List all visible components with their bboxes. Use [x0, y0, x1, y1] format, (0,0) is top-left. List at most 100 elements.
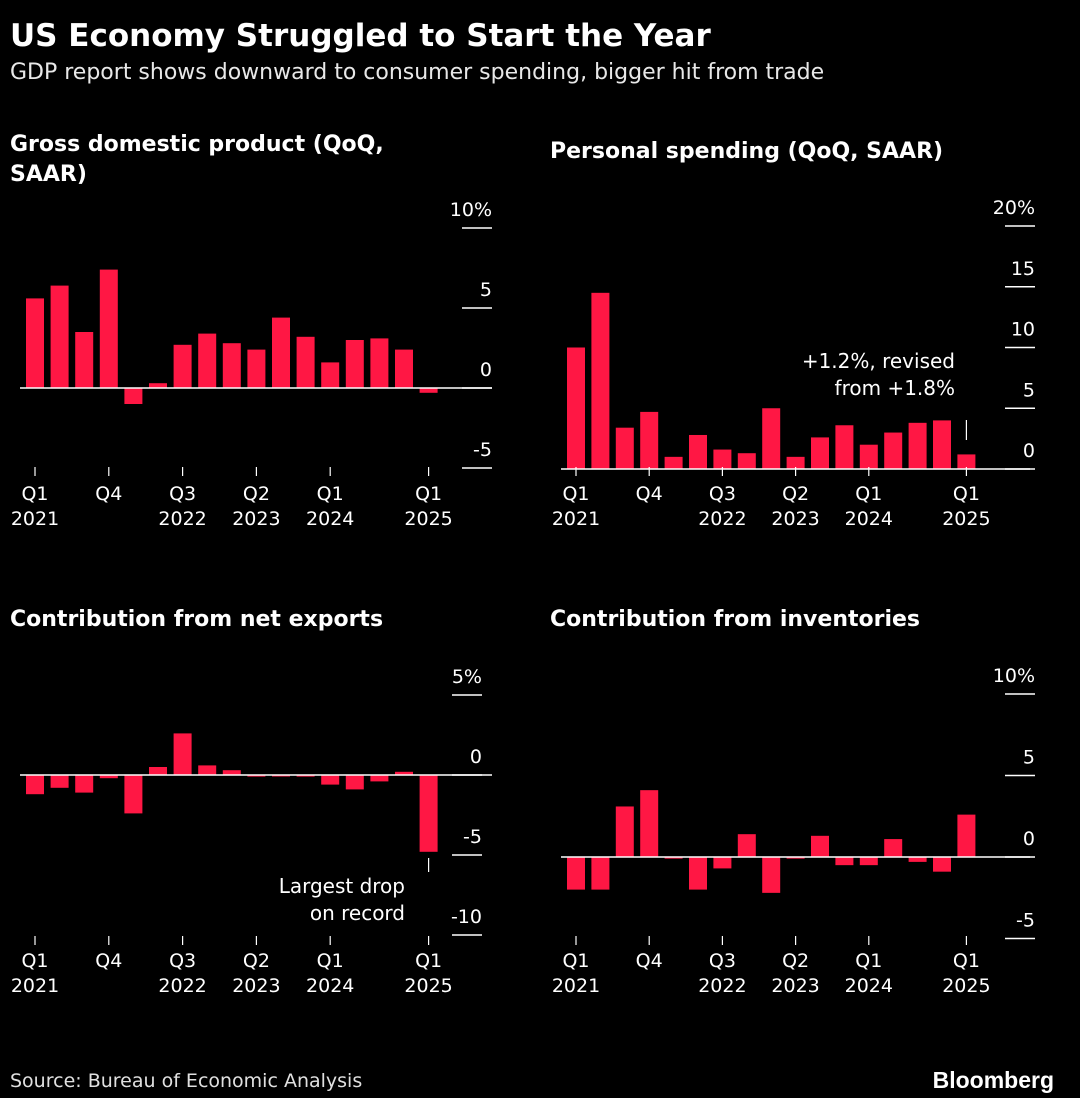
net-exports-ytick-label: 0: [470, 746, 482, 768]
gdp-bar: [50, 285, 69, 388]
gdp-bar: [296, 336, 315, 388]
spending-annotation: from +1.8%: [835, 376, 955, 400]
spending-xtick-label: 2022: [698, 508, 746, 530]
spending-xtick-label: 2025: [942, 508, 990, 530]
spending-bar: [664, 456, 683, 469]
gdp-bar: [149, 383, 167, 388]
net-exports-bar: [124, 775, 143, 814]
gdp-bar: [222, 343, 241, 388]
inventories-bar: [957, 814, 976, 857]
gdp-bar: [198, 333, 217, 388]
net-exports-bar: [247, 775, 266, 777]
spending-ytick-label: 15: [1011, 258, 1035, 280]
inventories-xtick-label: 2022: [698, 975, 746, 997]
gdp-xtick-label: Q4: [95, 483, 122, 505]
net-exports-xtick-label: Q1: [415, 950, 442, 972]
gdp-xtick-label: 2025: [404, 508, 452, 530]
inventories-bar: [567, 857, 585, 890]
gdp-bar: [419, 388, 438, 393]
net-exports-bar: [321, 775, 340, 785]
inventories-xtick-label: Q4: [636, 950, 663, 972]
gdp-title: Gross domestic product (QoQ,: [10, 132, 384, 157]
gdp-bar: [124, 388, 143, 404]
spending-bar: [908, 422, 927, 469]
gdp-ytick-label: 5: [480, 279, 492, 301]
inventories-bar: [933, 857, 951, 872]
gdp-bar: [370, 338, 389, 388]
gdp-xtick-label: Q1: [415, 483, 442, 505]
gdp-bar: [75, 332, 94, 388]
inventories-ytick-label: 10%: [993, 665, 1035, 687]
net-exports-bar: [50, 775, 69, 788]
spending-xtick-label: 2023: [771, 508, 819, 530]
spending-xtick-label: Q2: [782, 483, 809, 505]
inventories-xtick-label: 2024: [845, 975, 893, 997]
spending-bar: [786, 456, 805, 469]
inventories-bar: [908, 857, 927, 862]
net-exports-bar: [370, 775, 389, 782]
net-exports-bar: [75, 775, 94, 793]
inventories-bar: [762, 857, 781, 893]
gdp-xtick-label: 2021: [11, 508, 59, 530]
gdp-xtick-label: 2024: [306, 508, 354, 530]
spending-xtick-label: Q3: [709, 483, 736, 505]
gdp-bar: [395, 349, 413, 388]
spending-chart: Personal spending (QoQ, SAAR) 0 5 10 15 20% Q1…: [550, 139, 1035, 530]
net-exports-bar: [296, 775, 315, 777]
spending-bar: [689, 434, 707, 469]
inventories-bar: [615, 806, 634, 857]
inventories-ytick-label: 0: [1023, 828, 1035, 850]
net-exports-bar: [395, 771, 413, 775]
spending-ytick-label: 20%: [993, 197, 1035, 219]
inventories-bar: [664, 857, 683, 859]
inventories-bar: [591, 857, 610, 890]
net-exports-xtick-label: 2025: [404, 975, 452, 997]
spending-ytick-label: 10: [1011, 319, 1035, 341]
net-exports-bar: [419, 775, 438, 852]
inventories-xtick-label: 2025: [942, 975, 990, 997]
spending-bar: [762, 408, 781, 469]
spending-bar: [615, 427, 634, 469]
spending-xtick-label: Q1: [562, 483, 589, 505]
inventories-bar: [640, 790, 659, 857]
gdp-chart: Gross domestic product (QoQ, SAAR) -5 0 5 10%…: [10, 132, 492, 530]
spending-title: Personal spending (QoQ, SAAR): [550, 139, 943, 164]
inventories-chart: Contribution from inventories -5 0 5 10% Q1 20…: [550, 607, 1035, 997]
gdp-bar: [173, 344, 192, 388]
spending-xtick-label: Q1: [855, 483, 882, 505]
inventories-bar: [713, 857, 732, 869]
net-exports-chart: Contribution from net exports -10 -5 0 5% Q1 2…: [10, 607, 492, 997]
gdp-title: SAAR): [10, 162, 87, 187]
spending-xtick-label: 2024: [845, 508, 893, 530]
inventories-xtick-label: Q3: [709, 950, 736, 972]
gdp-ytick-label: -5: [473, 439, 492, 461]
spending-annotation: +1.2%, revised: [802, 349, 955, 373]
spending-bar: [640, 411, 659, 469]
inventories-xtick-label: Q2: [782, 950, 809, 972]
net-exports-xtick-label: 2022: [158, 975, 206, 997]
inventories-title: Contribution from inventories: [550, 607, 920, 632]
inventories-ytick-label: -5: [1016, 910, 1035, 932]
gdp-xtick-label: Q2: [243, 483, 270, 505]
gdp-bar: [272, 317, 290, 388]
inventories-bar: [884, 839, 903, 857]
net-exports-xtick-label: Q1: [317, 950, 344, 972]
spending-bar: [737, 453, 756, 469]
net-exports-xtick-label: Q2: [243, 950, 270, 972]
net-exports-ytick-label: -10: [451, 906, 482, 928]
inventories-bar: [689, 857, 707, 890]
gdp-xtick-label: 2023: [232, 508, 280, 530]
net-exports-bar: [149, 767, 167, 775]
inventories-xtick-label: 2023: [771, 975, 819, 997]
net-exports-ytick-label: -5: [463, 826, 482, 848]
gdp-bar: [26, 298, 44, 388]
spending-bar: [957, 454, 976, 469]
page-subtitle: GDP report shows downward to consumer sp…: [10, 60, 825, 85]
inventories-bar: [786, 857, 805, 859]
net-exports-xtick-label: Q1: [21, 950, 48, 972]
net-exports-bar: [99, 775, 118, 779]
inventories-ytick-label: 5: [1023, 747, 1035, 769]
net-exports-bar: [26, 775, 44, 795]
gdp-xtick-label: Q1: [21, 483, 48, 505]
